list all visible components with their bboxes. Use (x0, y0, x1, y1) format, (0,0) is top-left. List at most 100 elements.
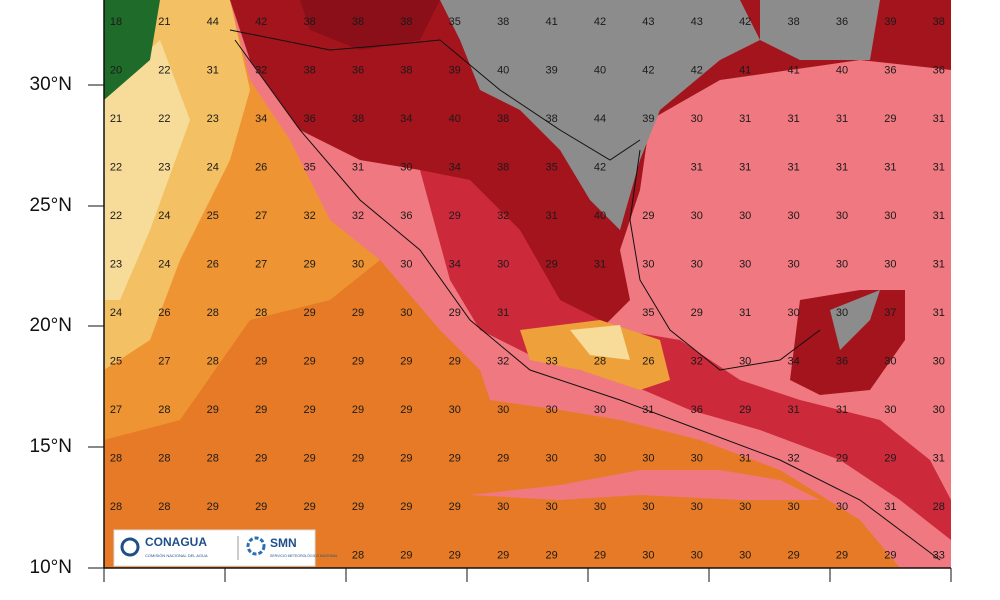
temperature-value: 38 (303, 64, 315, 76)
temperature-value: 36 (836, 16, 848, 28)
temperature-value: 29 (836, 549, 848, 561)
temperature-value: 29 (207, 501, 219, 513)
temperature-value: 32 (352, 210, 364, 222)
temperature-value: 36 (400, 210, 412, 222)
logo-title: CONAGUA (145, 535, 207, 549)
temperature-value: 41 (787, 64, 799, 76)
temperature-value: 30 (400, 307, 412, 319)
latitude-label: 20°N (30, 315, 72, 336)
temperature-value: 28 (110, 452, 122, 464)
temperature-value: 31 (594, 258, 606, 270)
temperature-value: 29 (449, 307, 461, 319)
temperature-value: 27 (110, 404, 122, 416)
temperature-value: 29 (449, 501, 461, 513)
temperature-value: 29 (255, 355, 267, 367)
temperature-value: 29 (691, 307, 703, 319)
temperature-value: 30 (836, 210, 848, 222)
temperature-value: 34 (255, 113, 267, 125)
temperature-value: 30 (594, 404, 606, 416)
temperature-value: 38 (497, 161, 509, 173)
temperature-value: 30 (497, 404, 509, 416)
temperature-value: 30 (545, 452, 557, 464)
temperature-value: 23 (207, 113, 219, 125)
temperature-value: 31 (739, 452, 751, 464)
temperature-value: 30 (739, 355, 751, 367)
temperature-value: 36 (691, 404, 703, 416)
temperature-value: 39 (545, 64, 557, 76)
temperature-value: 30 (594, 452, 606, 464)
temperature-value: 30 (787, 501, 799, 513)
temperature-value: 24 (207, 161, 219, 173)
temperature-value: 34 (400, 113, 412, 125)
temperature-value: 44 (594, 113, 606, 125)
temperature-value: 42 (739, 16, 751, 28)
temperature-value: 30 (691, 501, 703, 513)
temperature-value: 30 (400, 258, 412, 270)
temperature-value: 38 (497, 113, 509, 125)
temperature-value: 29 (449, 549, 461, 561)
temperature-value: 29 (449, 355, 461, 367)
temperature-value: 30 (933, 355, 945, 367)
temperature-value: 29 (884, 549, 896, 561)
temperature-value: 31 (207, 64, 219, 76)
temperature-value: 22 (158, 64, 170, 76)
temperature-value: 18 (110, 16, 122, 28)
temperature-value: 29 (400, 501, 412, 513)
temperature-value: 42 (594, 161, 606, 173)
temperature-value: 30 (739, 258, 751, 270)
temperature-value: 40 (594, 64, 606, 76)
temperature-value: 29 (303, 501, 315, 513)
temperature-value: 29 (255, 452, 267, 464)
temperature-value: 42 (255, 16, 267, 28)
temperature-value: 31 (545, 210, 557, 222)
temperature-value: 29 (787, 549, 799, 561)
temperature-value: 38 (352, 113, 364, 125)
temperature-value: 24 (110, 307, 122, 319)
temperature-value: 28 (207, 307, 219, 319)
temperature-value: 40 (449, 113, 461, 125)
temperature-value: 31 (884, 161, 896, 173)
temperature-value: 28 (110, 501, 122, 513)
temperature-value: 29 (400, 452, 412, 464)
temperature-value: 29 (303, 404, 315, 416)
temperature-value: 38 (400, 64, 412, 76)
temperature-value: 30 (691, 452, 703, 464)
temperature-value: 29 (352, 307, 364, 319)
temperature-value: 43 (642, 16, 654, 28)
temperature-value: 31 (787, 113, 799, 125)
temperature-value: 32 (497, 210, 509, 222)
temperature-value: 40 (836, 64, 848, 76)
temperature-value: 38 (352, 16, 364, 28)
temperature-value: 30 (642, 501, 654, 513)
temperature-value: 29 (545, 258, 557, 270)
temperature-value: 28 (207, 452, 219, 464)
temperature-value: 31 (836, 404, 848, 416)
temperature-value: 33 (545, 355, 557, 367)
logo-subtitle: COMISIÓN NACIONAL DEL AGUA (145, 553, 208, 558)
temperature-value: 36 (933, 64, 945, 76)
temperature-value: 29 (303, 307, 315, 319)
temperature-value: 27 (255, 210, 267, 222)
temperature-value: 29 (545, 549, 557, 561)
temperature-value: 30 (739, 210, 751, 222)
temperature-value: 31 (642, 404, 654, 416)
logo-subtitle: SERVICIO METEOROLÓGICO NACIONAL (270, 553, 338, 558)
temperature-value: 34 (449, 258, 461, 270)
temperature-value: 32 (303, 210, 315, 222)
temperature-value: 29 (400, 404, 412, 416)
latitude-label: 25°N (30, 195, 72, 216)
temperature-value: 31 (739, 113, 751, 125)
temperature-value: 30 (787, 258, 799, 270)
temperature-value: 30 (739, 549, 751, 561)
temperature-value: 29 (642, 210, 654, 222)
temperature-value: 30 (642, 258, 654, 270)
temperature-value: 36 (836, 355, 848, 367)
logo-title: SMN (270, 536, 297, 550)
temperature-value: 31 (739, 161, 751, 173)
temperature-value: 31 (836, 113, 848, 125)
temperature-value: 30 (642, 549, 654, 561)
temperature-value: 29 (303, 355, 315, 367)
temperature-value: 30 (884, 210, 896, 222)
